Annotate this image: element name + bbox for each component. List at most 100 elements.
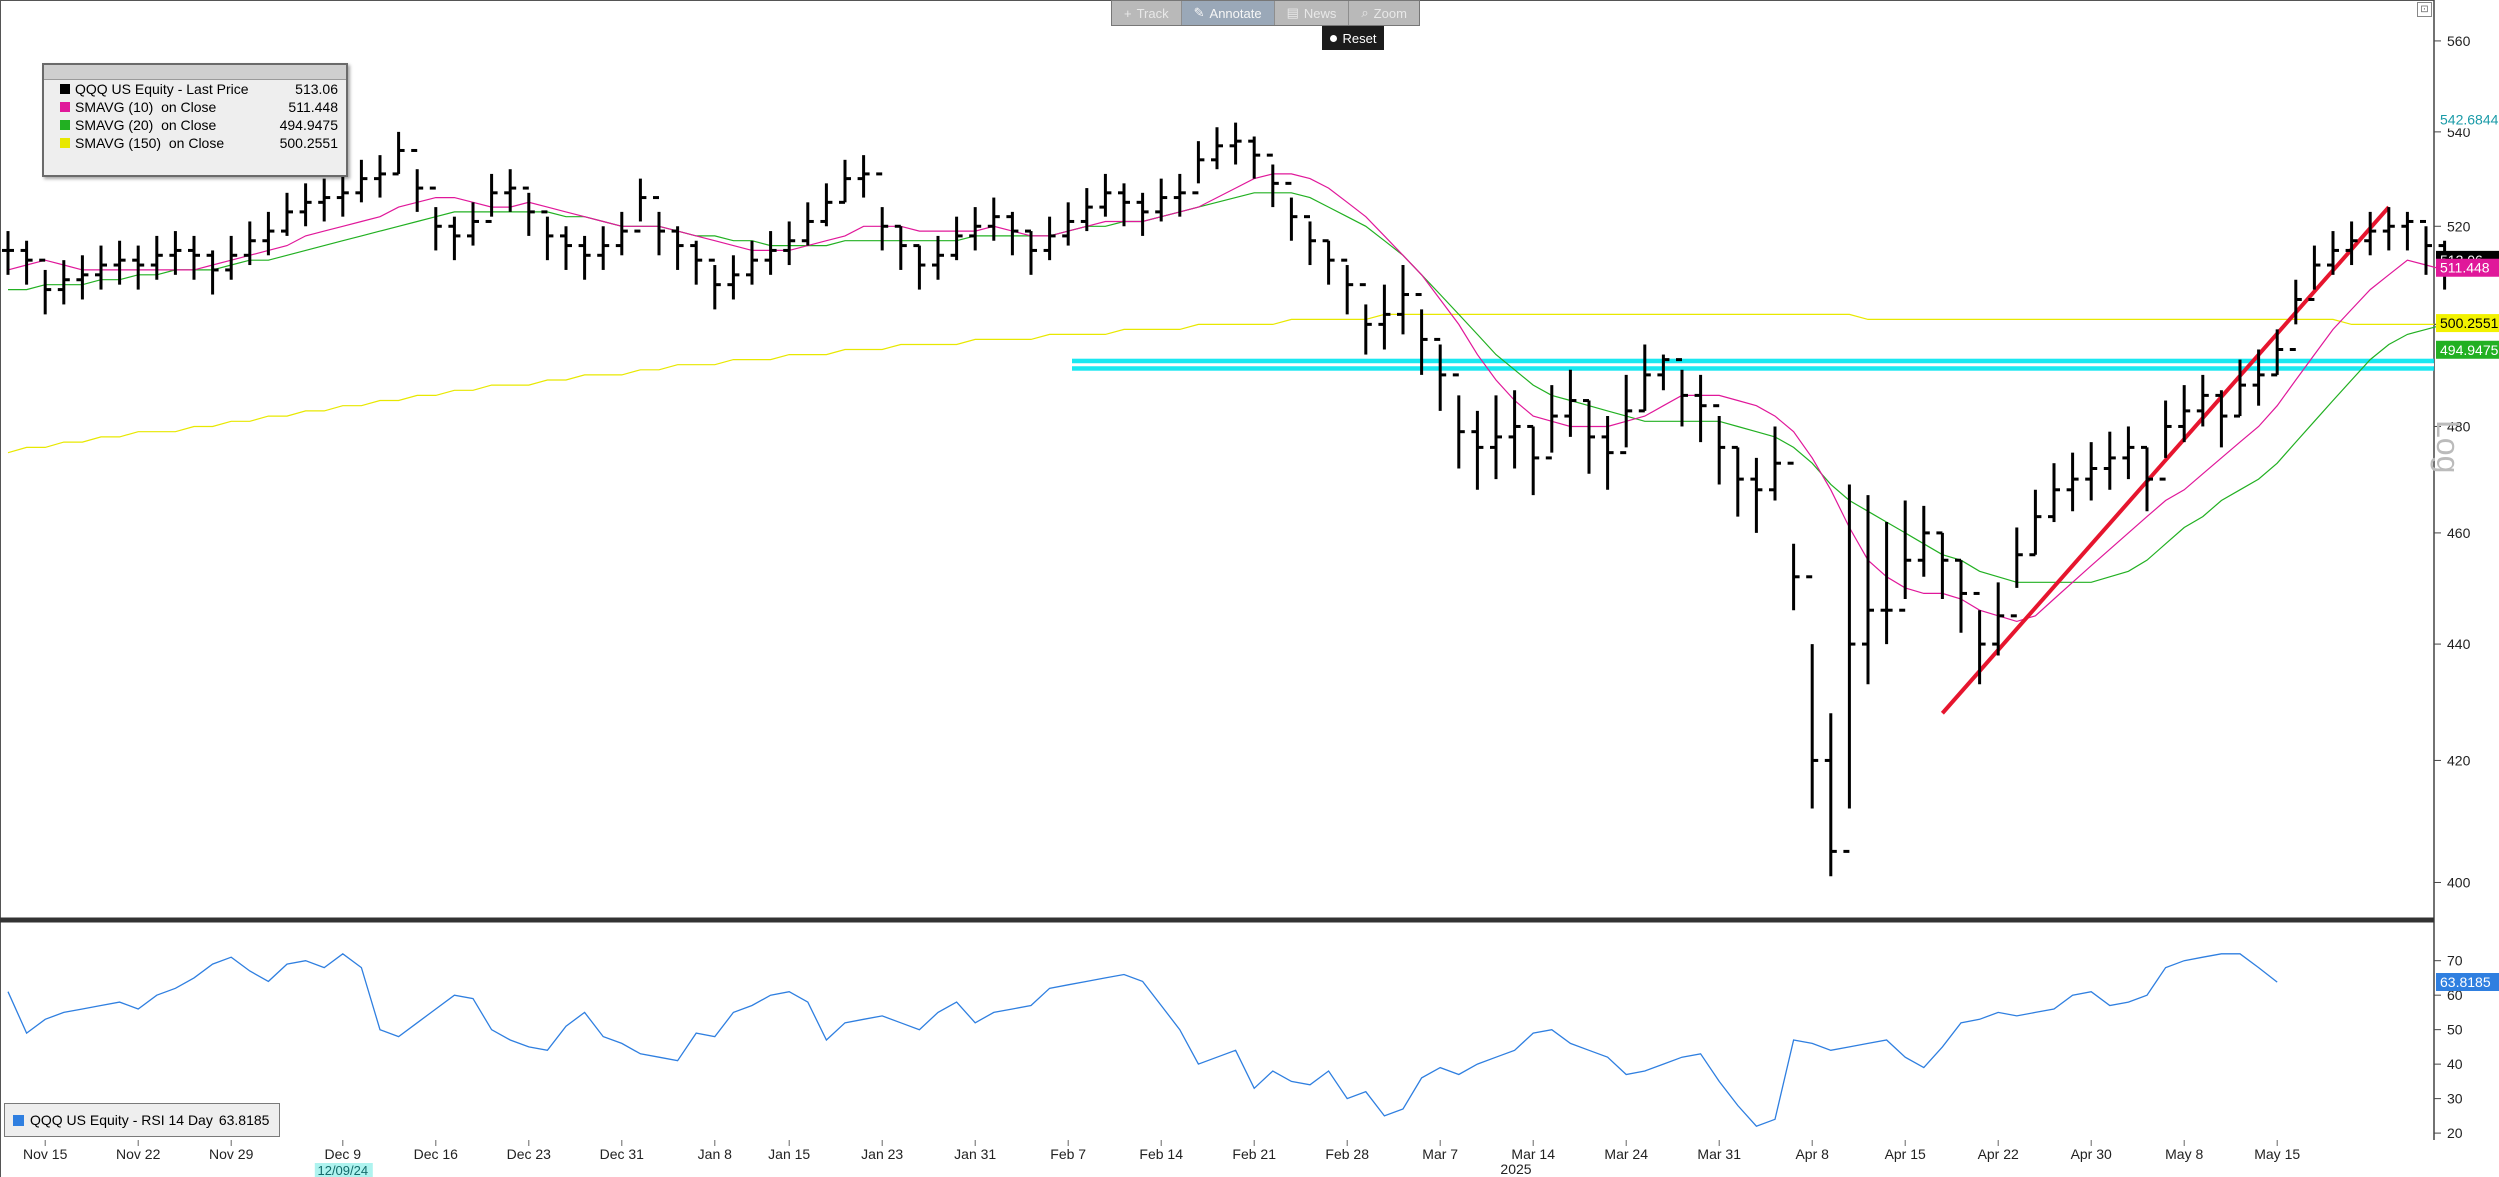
price-tick-label: 420	[2447, 752, 2471, 768]
ohlc-bar	[1638, 344, 1651, 413]
ohlc-bar	[281, 192, 293, 236]
price-tick-label: 560	[2447, 33, 2471, 49]
ohlc-bar	[1341, 258, 1354, 315]
panel-options-icon[interactable]: ⊡	[2417, 2, 2432, 17]
ohlc-bar	[2234, 359, 2246, 418]
ohlc-bar	[2196, 374, 2209, 427]
ohlc-bar	[727, 255, 740, 300]
legend-row-smavg10: SMAVG (10) on Close 511.448	[44, 98, 346, 116]
ohlc-bar	[1229, 122, 1242, 165]
ohlc-bar	[541, 210, 554, 261]
ohlc-bar	[2159, 400, 2172, 481]
ohlc-bar	[1713, 404, 1726, 485]
date-tick-label: Mar 31	[1697, 1146, 1741, 1162]
ohlc-bar	[2, 231, 14, 275]
ohlc-bar	[132, 245, 145, 290]
track-button[interactable]: + Track	[1112, 1, 1182, 25]
rsi-swatch	[13, 1114, 24, 1126]
date-tick-label: Jan 15	[768, 1146, 810, 1162]
axis-value-tag-label: 494.9475	[2440, 342, 2499, 358]
rsi-tick-label: 30	[2447, 1091, 2463, 1107]
chart-legend[interactable]: QQQ US Equity - Last Price 513.06 SMAVG …	[42, 63, 348, 177]
reset-label: Reset	[1342, 30, 1377, 46]
ohlc-bar	[2382, 207, 2395, 251]
reset-button[interactable]: Reset	[1322, 26, 1384, 50]
rsi-legend-value: 63.8185	[218, 1112, 270, 1128]
ohlc-bar	[1824, 713, 1837, 877]
ohlc-bar	[1657, 354, 1670, 391]
ohlc-bar	[2420, 219, 2432, 275]
date-tick-label: Jan 31	[954, 1146, 996, 1162]
year-label: 2025	[1500, 1161, 1531, 1177]
ohlc-bar	[653, 196, 665, 256]
ohlc-bar	[2029, 489, 2042, 557]
smavg150-swatch	[60, 138, 70, 148]
ohlc-bar	[206, 250, 219, 295]
ohlc-bar	[1564, 369, 1577, 437]
date-axis[interactable]: Nov 15 Nov 22 Nov 29 Dec 9 Dec 16 Dec 23 Dec 3…	[23, 1140, 2300, 1177]
last-price-swatch	[60, 84, 70, 94]
ohlc-bar	[1452, 373, 1465, 469]
price-axis[interactable]: 400420440460480500520540560542.6844513.0…	[2434, 33, 2499, 891]
chart-toolbar: + Track ✎ Annotate ▤ News ⌕ Zoom	[1111, 0, 1420, 26]
legend-title-bar[interactable]	[44, 65, 346, 80]
ohlc-bar	[560, 226, 572, 270]
axis-value-tag: 511.448	[2436, 258, 2499, 277]
rsi-tick-label: 50	[2447, 1022, 2463, 1038]
ohlc-bar	[1917, 505, 1930, 577]
ohlc-bar	[1322, 239, 1335, 285]
ohlc-bar	[1862, 495, 1874, 685]
ohlc-bar	[2364, 211, 2377, 256]
ohlc-bar	[1192, 141, 1205, 195]
ohlc-bar	[820, 183, 833, 227]
rsi-plot[interactable]	[7, 952, 2278, 1127]
ohlc-bar	[2271, 329, 2284, 377]
ohlc-bar	[95, 245, 107, 290]
ohlc-bar	[1415, 293, 1428, 375]
ohlc-bar	[1397, 265, 1409, 335]
news-icon: ▤	[1286, 5, 1299, 20]
ohlc-bar	[57, 260, 70, 305]
magnifier-icon: ⌕	[1361, 5, 1369, 20]
ohlc-bar	[522, 186, 535, 236]
ohlc-bar	[690, 240, 703, 285]
annotate-button[interactable]: ✎ Annotate	[1181, 1, 1275, 25]
ohlc-bar	[1769, 426, 1781, 501]
date-tick-label: Dec 16	[414, 1146, 459, 1162]
ohlc-bar	[969, 207, 982, 251]
ohlc-bar	[1583, 399, 1595, 474]
ohlc-bar	[504, 169, 517, 212]
price-plot[interactable]	[7, 173, 2445, 715]
cursor-date-bg	[314, 1163, 373, 1177]
smavg20-swatch	[60, 120, 70, 130]
ohlc-bar	[2308, 245, 2321, 301]
zoom-button[interactable]: ⌕ Zoom	[1349, 1, 1419, 25]
ohlc-bar	[2010, 527, 2023, 618]
ohlc-bar	[932, 235, 944, 280]
news-label: News	[1303, 5, 1337, 21]
zoom-label: Zoom	[1373, 5, 1407, 21]
ohlc-bar	[2327, 231, 2339, 275]
axis-value-tag-label: 542.6844	[2440, 111, 2499, 127]
legend-name: SMAVG (20) on Close	[75, 117, 217, 133]
ohlc-bar	[188, 235, 200, 280]
ohlc-bar	[801, 202, 814, 246]
ohlc-bar	[634, 178, 647, 233]
ohlc-bar	[1006, 211, 1019, 256]
ohlc-bar	[429, 186, 442, 251]
legend-value: 511.448	[288, 99, 338, 115]
ohlc-bar	[39, 258, 52, 315]
date-tick-label: Apr 15	[1885, 1146, 1926, 1162]
ohlc-bar	[1155, 178, 1168, 222]
axis-value-tag: 63.8185	[2436, 973, 2499, 992]
date-tick-label: May 8	[2165, 1146, 2203, 1162]
ohlc-bar	[2085, 442, 2098, 501]
rsi-axis[interactable]: 20 30 40 50 60 70 63.8185	[2434, 953, 2499, 1141]
news-button[interactable]: ▤ News	[1275, 1, 1350, 25]
rsi-line	[7, 952, 2278, 1127]
ohlc-bar	[1471, 410, 1484, 490]
ohlc-bar	[1731, 445, 1744, 517]
ohlc-bar	[1062, 202, 1075, 246]
rsi-legend[interactable]: QQQ US Equity - RSI 14 Day 63.8185	[4, 1103, 281, 1137]
